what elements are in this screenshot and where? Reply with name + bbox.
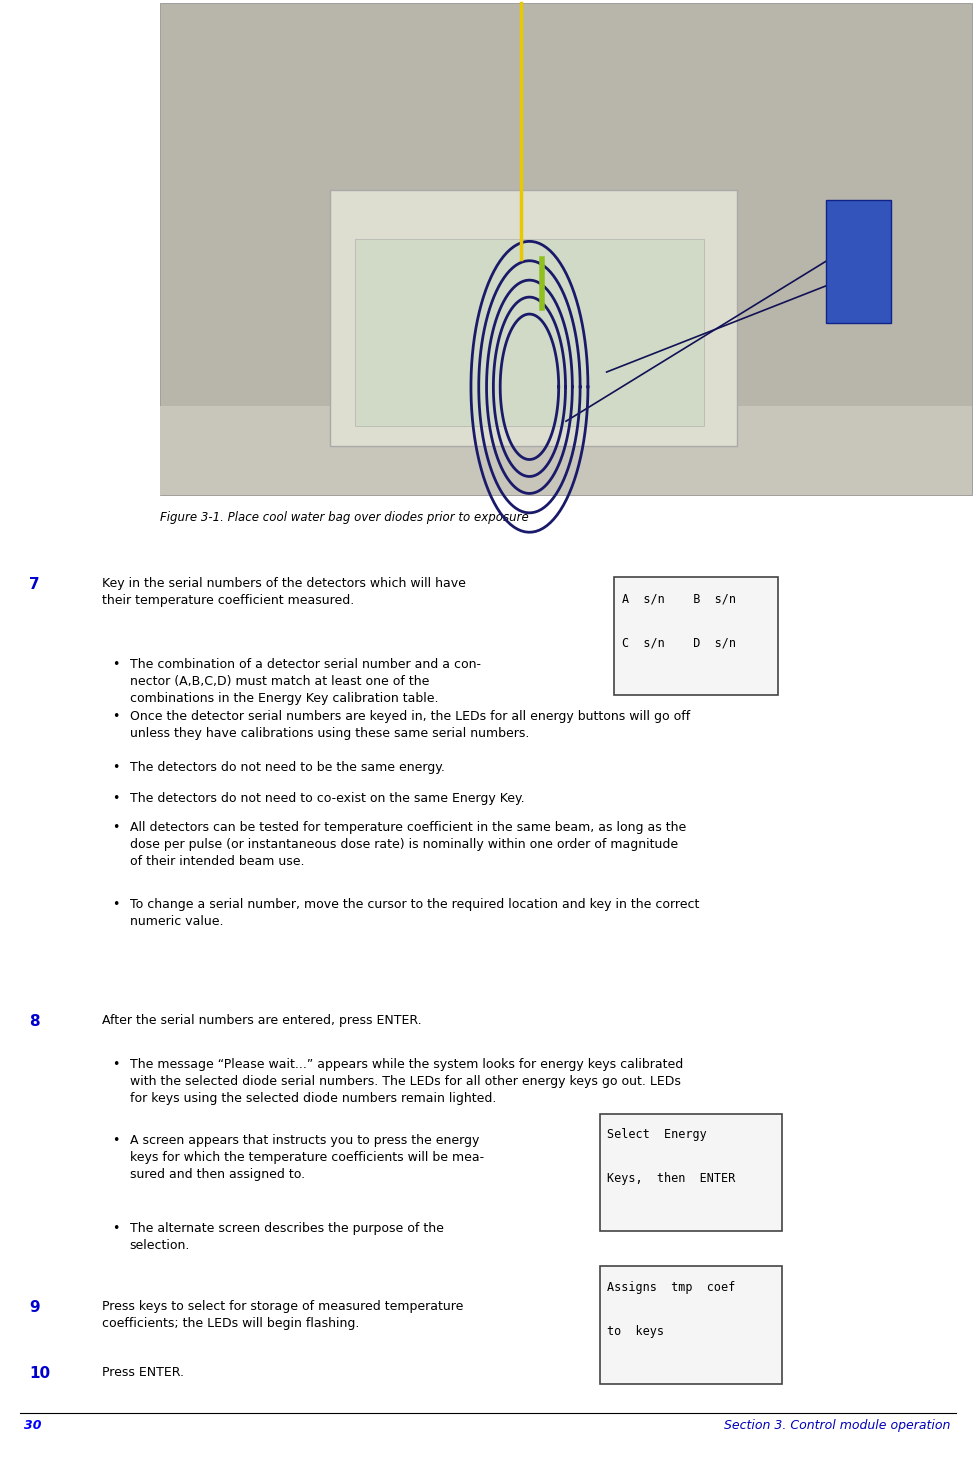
- Text: 8: 8: [29, 1014, 40, 1028]
- Text: •: •: [112, 1222, 120, 1235]
- FancyBboxPatch shape: [331, 190, 736, 447]
- Text: The detectors do not need to co-exist on the same Energy Key.: The detectors do not need to co-exist on…: [130, 792, 525, 805]
- Text: •: •: [112, 1058, 120, 1071]
- Text: The detectors do not need to be the same energy.: The detectors do not need to be the same…: [130, 761, 445, 774]
- Text: •: •: [112, 761, 120, 774]
- Text: Press ENTER.: Press ENTER.: [102, 1366, 184, 1379]
- FancyBboxPatch shape: [826, 200, 891, 323]
- Text: •: •: [112, 898, 120, 911]
- Text: •: •: [112, 1134, 120, 1147]
- Text: Section 3. Control module operation: Section 3. Control module operation: [724, 1419, 951, 1432]
- Text: Once the detector serial numbers are keyed in, the LEDs for all energy buttons w: Once the detector serial numbers are key…: [130, 710, 690, 739]
- Text: The alternate screen describes the purpose of the
selection.: The alternate screen describes the purpo…: [130, 1222, 444, 1252]
- Text: Assigns  tmp  coef: Assigns tmp coef: [607, 1281, 736, 1294]
- Text: 10: 10: [29, 1366, 51, 1381]
- Text: Select  Energy: Select Energy: [607, 1128, 707, 1141]
- Text: •: •: [112, 821, 120, 834]
- Text: to  keys: to keys: [607, 1325, 700, 1338]
- Text: A  s/n    B  s/n: A s/n B s/n: [622, 592, 736, 605]
- Text: The combination of a detector serial number and a con-
nector (A,B,C,D) must mat: The combination of a detector serial num…: [130, 658, 481, 705]
- Text: A screen appears that instructs you to press the energy
keys for which the tempe: A screen appears that instructs you to p…: [130, 1134, 484, 1181]
- Text: Key in the serial numbers of the detectors which will have
their temperature coe: Key in the serial numbers of the detecto…: [102, 577, 466, 607]
- FancyBboxPatch shape: [614, 577, 778, 695]
- Text: The message “Please wait...” appears while the system looks for energy keys cali: The message “Please wait...” appears whi…: [130, 1058, 682, 1105]
- Text: Press keys to select for storage of measured temperature
coefficients; the LEDs : Press keys to select for storage of meas…: [102, 1300, 464, 1329]
- Text: To change a serial number, move the cursor to the required location and key in t: To change a serial number, move the curs…: [130, 898, 699, 927]
- Text: 7: 7: [29, 577, 40, 592]
- Text: •: •: [112, 710, 120, 723]
- FancyBboxPatch shape: [355, 239, 704, 426]
- Text: Figure 3-1. Place cool water bag over diodes prior to exposure: Figure 3-1. Place cool water bag over di…: [160, 511, 528, 524]
- Text: After the serial numbers are entered, press ENTER.: After the serial numbers are entered, pr…: [102, 1014, 422, 1027]
- Text: All detectors can be tested for temperature coefficient in the same beam, as lon: All detectors can be tested for temperat…: [130, 821, 686, 868]
- Text: 30: 30: [24, 1419, 42, 1432]
- Text: 9: 9: [29, 1300, 40, 1315]
- FancyBboxPatch shape: [600, 1114, 782, 1231]
- Text: C  s/n    D  s/n: C s/n D s/n: [622, 636, 736, 649]
- Text: •: •: [112, 658, 120, 671]
- Text: •: •: [112, 792, 120, 805]
- FancyBboxPatch shape: [600, 1266, 782, 1384]
- Text: Keys,  then  ENTER: Keys, then ENTER: [607, 1172, 736, 1185]
- FancyBboxPatch shape: [160, 3, 972, 495]
- FancyBboxPatch shape: [160, 407, 972, 495]
